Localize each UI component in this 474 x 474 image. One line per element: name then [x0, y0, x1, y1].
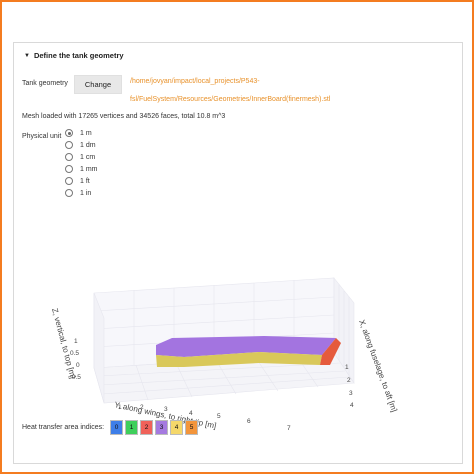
radio-icon[interactable]	[65, 189, 73, 197]
heat-index-1[interactable]: 1	[125, 420, 139, 435]
y-axis-ticks: 1 2 3 4 5 6 7	[118, 404, 291, 432]
heat-index-0[interactable]: 0	[110, 420, 124, 435]
z-tick: −0.5	[68, 374, 81, 381]
z-axis-ticks: 1 0.5 0 −0.5	[68, 338, 81, 381]
heat-index-5[interactable]: 5	[185, 420, 199, 435]
radio-icon[interactable]	[65, 153, 73, 161]
unit-option-1m[interactable]: 1 m	[65, 129, 92, 137]
section-title: Define the tank geometry	[33, 51, 124, 60]
x-tick: 3	[349, 390, 353, 397]
z-tick: 0.5	[70, 350, 79, 357]
heat-index-4[interactable]: 4	[170, 420, 184, 435]
radio-icon[interactable]	[65, 165, 73, 173]
caret-down-icon[interactable]: ▼	[24, 52, 30, 59]
unit-option-1mm[interactable]: 1 mm	[65, 165, 98, 173]
tank-geometry-panel: ▼ Define the tank geometry Tank geometry…	[13, 42, 463, 464]
unit-option-1cm[interactable]: 1 cm	[65, 153, 95, 161]
tank-top-face	[156, 336, 336, 357]
radio-icon[interactable]	[65, 141, 73, 149]
y-tick: 2	[140, 404, 144, 411]
z-tick: 1	[74, 338, 78, 345]
x-tick: 2	[347, 377, 351, 384]
geometry-path-line1: /home/jovyan/impact/local_projects/P543-	[130, 78, 260, 85]
physical-unit-label: Physical unit	[22, 133, 62, 140]
3d-tank-plot[interactable]: 1 0.5 0 −0.5 1 2 3 4 5 6 7 1 2 3 4	[14, 263, 462, 443]
heat-index-3[interactable]: 3	[155, 420, 169, 435]
x-tick: 1	[345, 364, 349, 371]
y-tick: 1	[118, 404, 122, 411]
unit-option-1dm[interactable]: 1 dm	[65, 141, 96, 149]
tank-end-face	[320, 338, 341, 365]
mesh-info: Mesh loaded with 17265 vertices and 3452…	[22, 113, 226, 120]
heat-transfer-label: Heat transfer area indices:	[22, 424, 105, 431]
x-axis-ticks: 1 2 3 4	[345, 364, 354, 409]
tank-side-face	[156, 352, 322, 367]
left-wall-grid	[93, 292, 105, 404]
y-tick: 6	[247, 418, 251, 425]
z-tick: 0	[76, 362, 80, 369]
radio-icon[interactable]	[65, 177, 73, 185]
x-tick: 4	[350, 402, 354, 409]
y-tick: 4	[189, 410, 193, 417]
change-button[interactable]: Change	[74, 75, 122, 94]
y-tick: 7	[287, 425, 291, 432]
unit-option-1in[interactable]: 1 in	[65, 189, 91, 197]
x-axis-title: X, along fuselage, to aft [m]	[357, 319, 399, 414]
tank-mesh	[156, 336, 341, 367]
heat-transfer-indices: Heat transfer area indices: 0 1 2 3 4 5	[22, 420, 199, 435]
y-tick: 3	[164, 406, 168, 413]
unit-option-1ft[interactable]: 1 ft	[65, 177, 90, 185]
section-header[interactable]: ▼ Define the tank geometry	[24, 51, 124, 60]
y-tick: 5	[217, 413, 221, 420]
geometry-path-line2: fsl/FuelSystem/Resources/Geometries/Inne…	[130, 96, 331, 103]
heat-index-2[interactable]: 2	[140, 420, 154, 435]
tank-geometry-label: Tank geometry	[22, 80, 68, 87]
radio-selected-icon[interactable]	[65, 129, 73, 137]
